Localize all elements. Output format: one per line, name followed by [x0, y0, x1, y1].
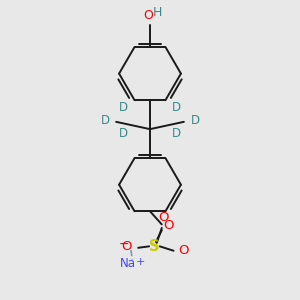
Text: D: D [172, 127, 181, 140]
Text: O: O [178, 244, 188, 257]
Text: D: D [100, 114, 109, 127]
Text: O: O [158, 212, 169, 224]
Text: O: O [144, 9, 154, 22]
Text: D: D [119, 101, 128, 114]
Text: D: D [190, 114, 200, 127]
Text: S: S [149, 239, 160, 254]
Text: D: D [119, 127, 128, 140]
Text: +: + [136, 256, 146, 266]
Text: −: − [119, 238, 129, 251]
Text: Na: Na [120, 257, 136, 270]
Text: H: H [153, 6, 162, 19]
Text: O: O [121, 240, 132, 253]
Text: D: D [172, 101, 181, 114]
Text: O: O [163, 219, 173, 232]
